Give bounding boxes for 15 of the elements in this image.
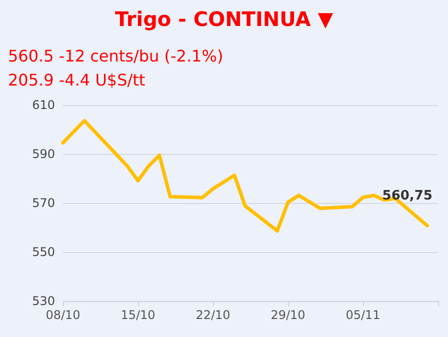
y-tick-label: 550 (32, 245, 55, 259)
y-tick-label: 530 (32, 294, 55, 308)
line-series (61, 118, 430, 233)
x-tick-label: 15/10 (120, 308, 156, 322)
x-tick-label: 05/11 (346, 308, 380, 322)
x-tick-label: 22/10 (196, 308, 230, 322)
chart-title: Trigo - CONTINUA ▼ (114, 7, 334, 31)
x-tick-label: 29/10 (270, 308, 306, 322)
y-tick-label: 590 (32, 147, 55, 161)
annotation: 560,75 (382, 188, 432, 204)
chart-subtitle: 560.5 -12 cents/bu (-2.1%) (8, 46, 224, 66)
y-tick-label: 570 (32, 196, 55, 210)
text: 205.9 -4.4 U$S/tt (8, 70, 146, 90)
y-tick-label: 610 (32, 98, 55, 112)
x-tick-label: 08/10 (46, 308, 80, 322)
